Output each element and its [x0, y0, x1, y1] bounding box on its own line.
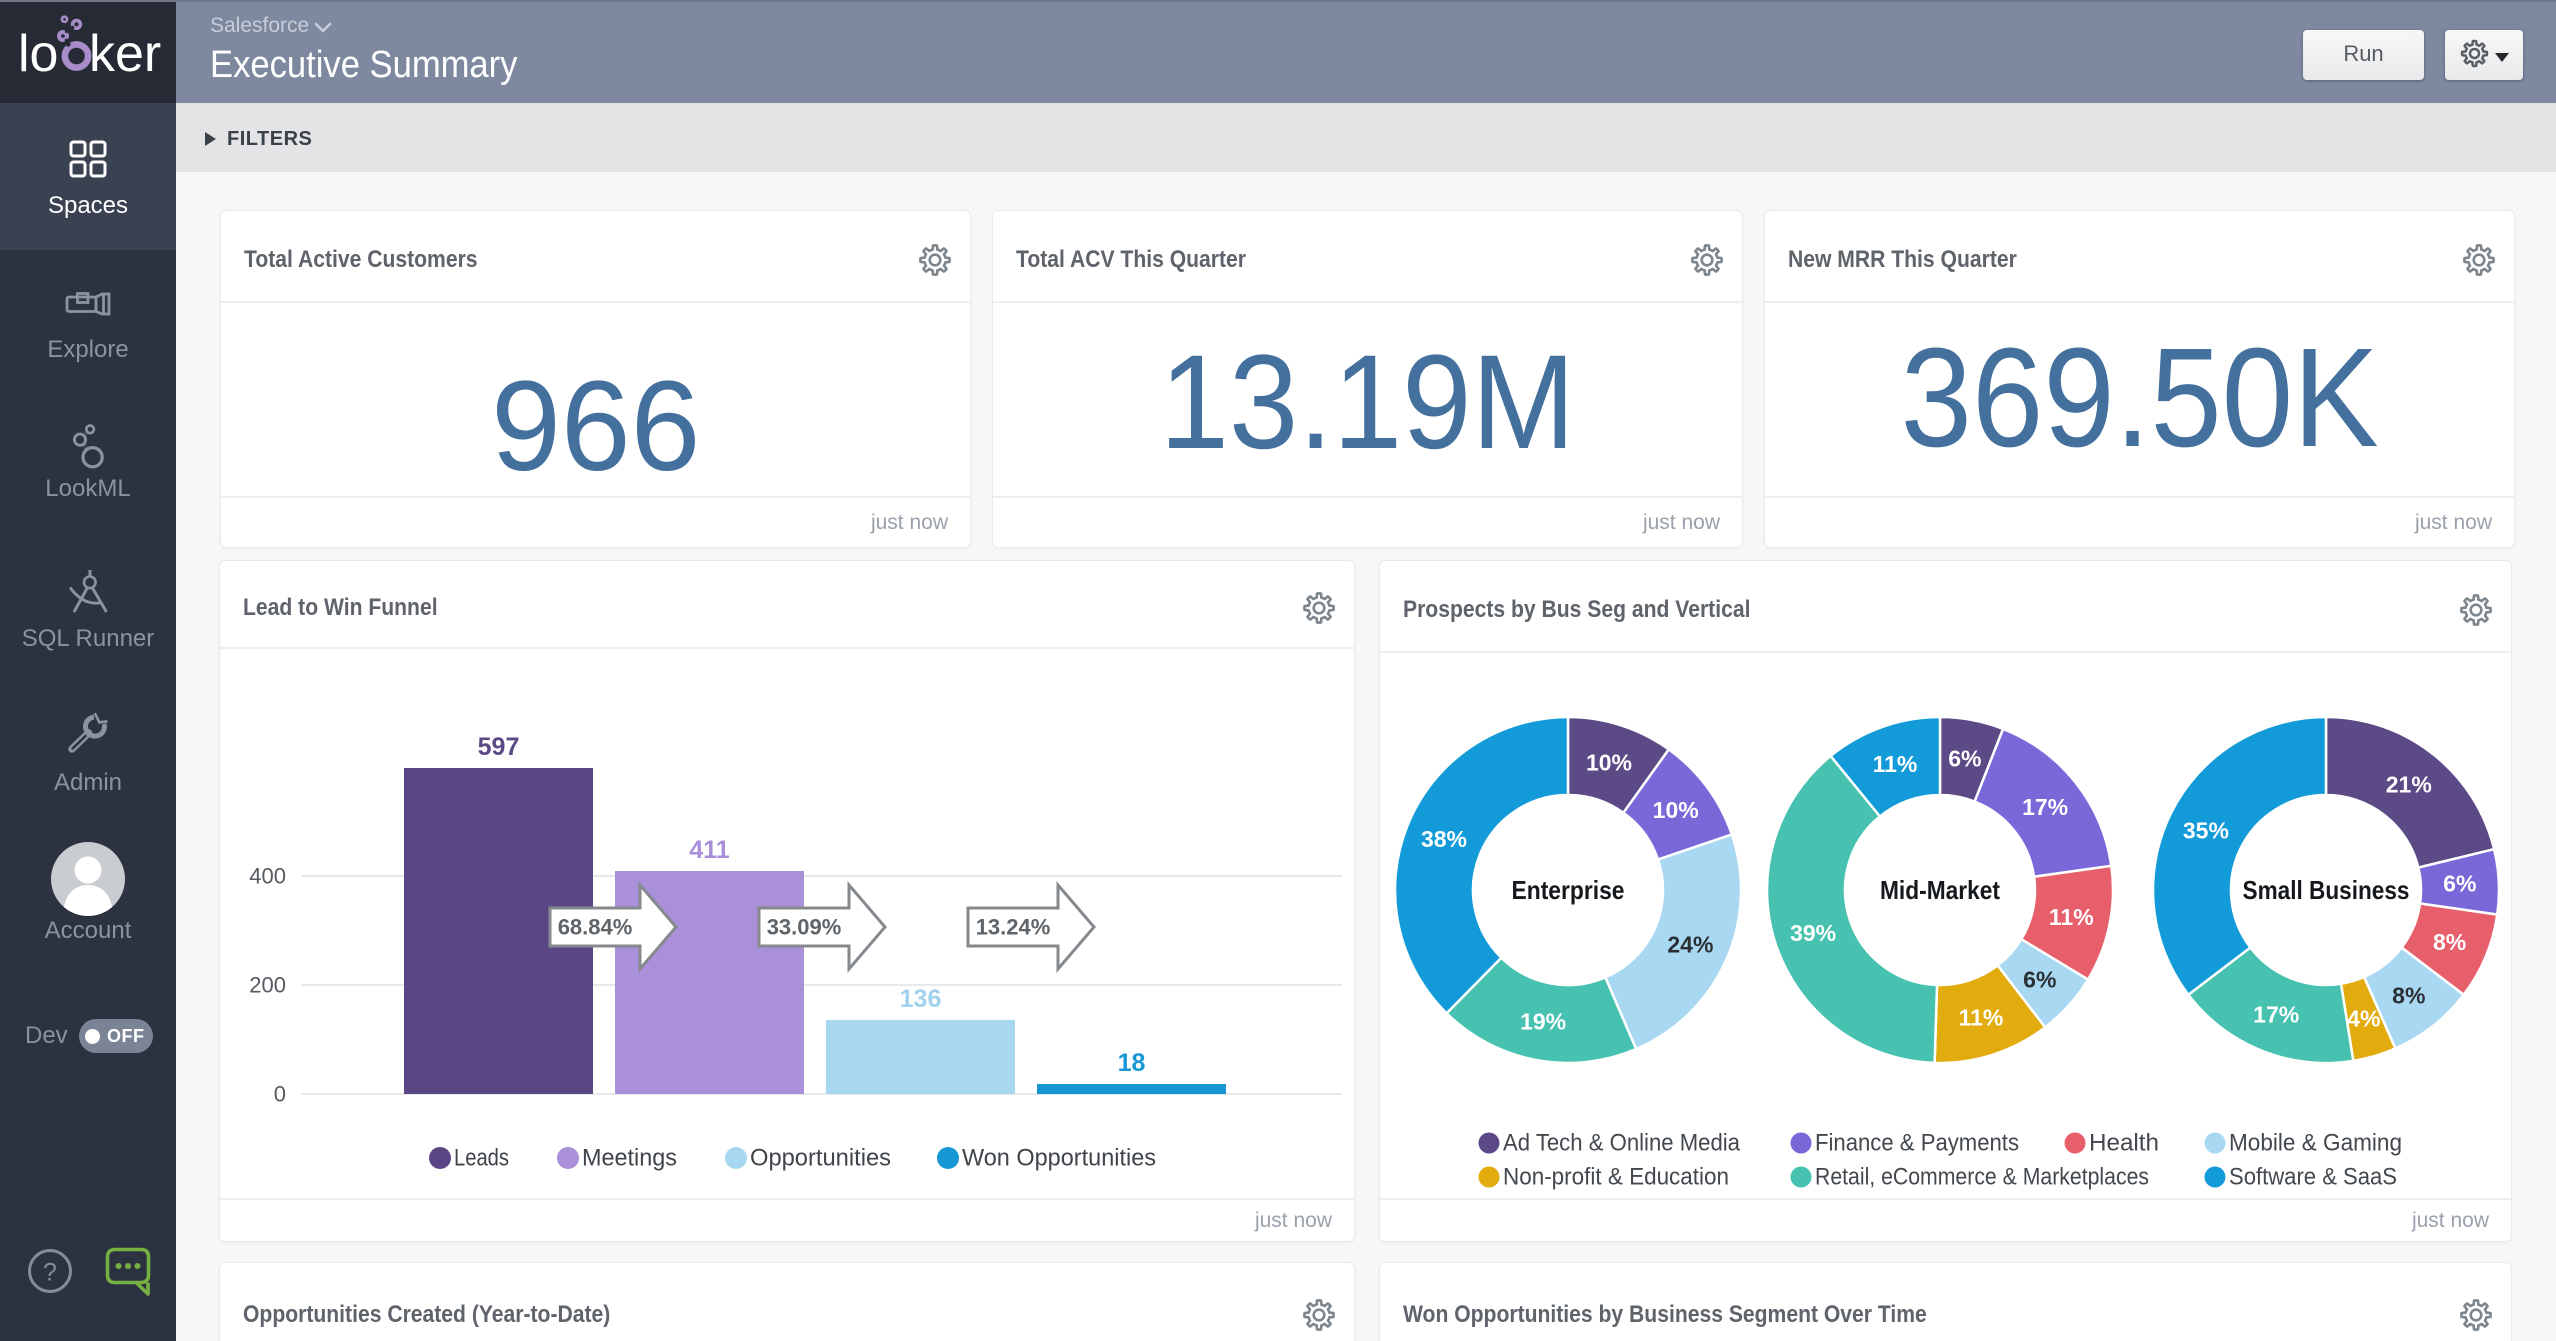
svg-text:68.84%: 68.84% — [558, 915, 633, 940]
svg-text:13.24%: 13.24% — [976, 915, 1051, 940]
svg-text:411: 411 — [689, 836, 729, 864]
svg-text:Enterprise: Enterprise — [1512, 875, 1625, 905]
svg-text:200: 200 — [249, 973, 286, 998]
svg-text:10%: 10% — [1586, 749, 1632, 775]
svg-text:Leads: Leads — [454, 1145, 509, 1172]
svg-text:11%: 11% — [1873, 751, 1918, 777]
svg-text:lo: lo — [18, 25, 58, 83]
svg-text:11%: 11% — [2049, 904, 2094, 930]
svg-text:Health: Health — [2089, 1130, 2159, 1157]
svg-text:11%: 11% — [1959, 1005, 2004, 1031]
svg-text:18: 18 — [1118, 1049, 1146, 1077]
svg-text:39%: 39% — [1790, 920, 1836, 946]
svg-text:33.09%: 33.09% — [767, 915, 842, 940]
svg-text:Finance & Payments: Finance & Payments — [1815, 1130, 2019, 1157]
svg-text:136: 136 — [900, 985, 942, 1013]
svg-text:17%: 17% — [2022, 794, 2068, 820]
svg-text:24%: 24% — [1667, 932, 1713, 958]
svg-text:0: 0 — [274, 1082, 286, 1107]
svg-text:21%: 21% — [2386, 772, 2432, 798]
svg-text:19%: 19% — [1520, 1009, 1566, 1035]
svg-text:8%: 8% — [2392, 982, 2425, 1008]
svg-text:Won Opportunities: Won Opportunities — [962, 1145, 1156, 1172]
svg-text:4%: 4% — [2347, 1006, 2380, 1032]
svg-text:Retail, eCommerce & Marketplac: Retail, eCommerce & Marketplaces — [1815, 1164, 2149, 1191]
svg-text:38%: 38% — [1421, 826, 1467, 852]
svg-text:6%: 6% — [1948, 745, 1981, 771]
svg-text:Ad Tech & Online Media: Ad Tech & Online Media — [1503, 1130, 1741, 1157]
svg-text:6%: 6% — [2443, 871, 2476, 897]
svg-text:ker: ker — [89, 25, 161, 83]
svg-text:Small Business: Small Business — [2243, 875, 2410, 905]
svg-text:400: 400 — [249, 864, 286, 889]
svg-text:?: ? — [43, 1259, 57, 1287]
svg-text:Opportunities: Opportunities — [750, 1145, 891, 1172]
svg-text:10%: 10% — [1653, 797, 1699, 823]
svg-text:Non-profit & Education: Non-profit & Education — [1503, 1164, 1729, 1191]
svg-text:597: 597 — [478, 733, 520, 761]
svg-text:Meetings: Meetings — [582, 1145, 677, 1172]
svg-text:8%: 8% — [2433, 929, 2466, 955]
svg-text:17%: 17% — [2253, 1001, 2299, 1027]
svg-text:6%: 6% — [2023, 967, 2056, 993]
svg-text:Mobile & Gaming: Mobile & Gaming — [2229, 1130, 2402, 1157]
svg-text:Mid-Market: Mid-Market — [1880, 875, 2000, 905]
svg-text:35%: 35% — [2183, 818, 2229, 844]
svg-text:Software & SaaS: Software & SaaS — [2229, 1164, 2397, 1191]
